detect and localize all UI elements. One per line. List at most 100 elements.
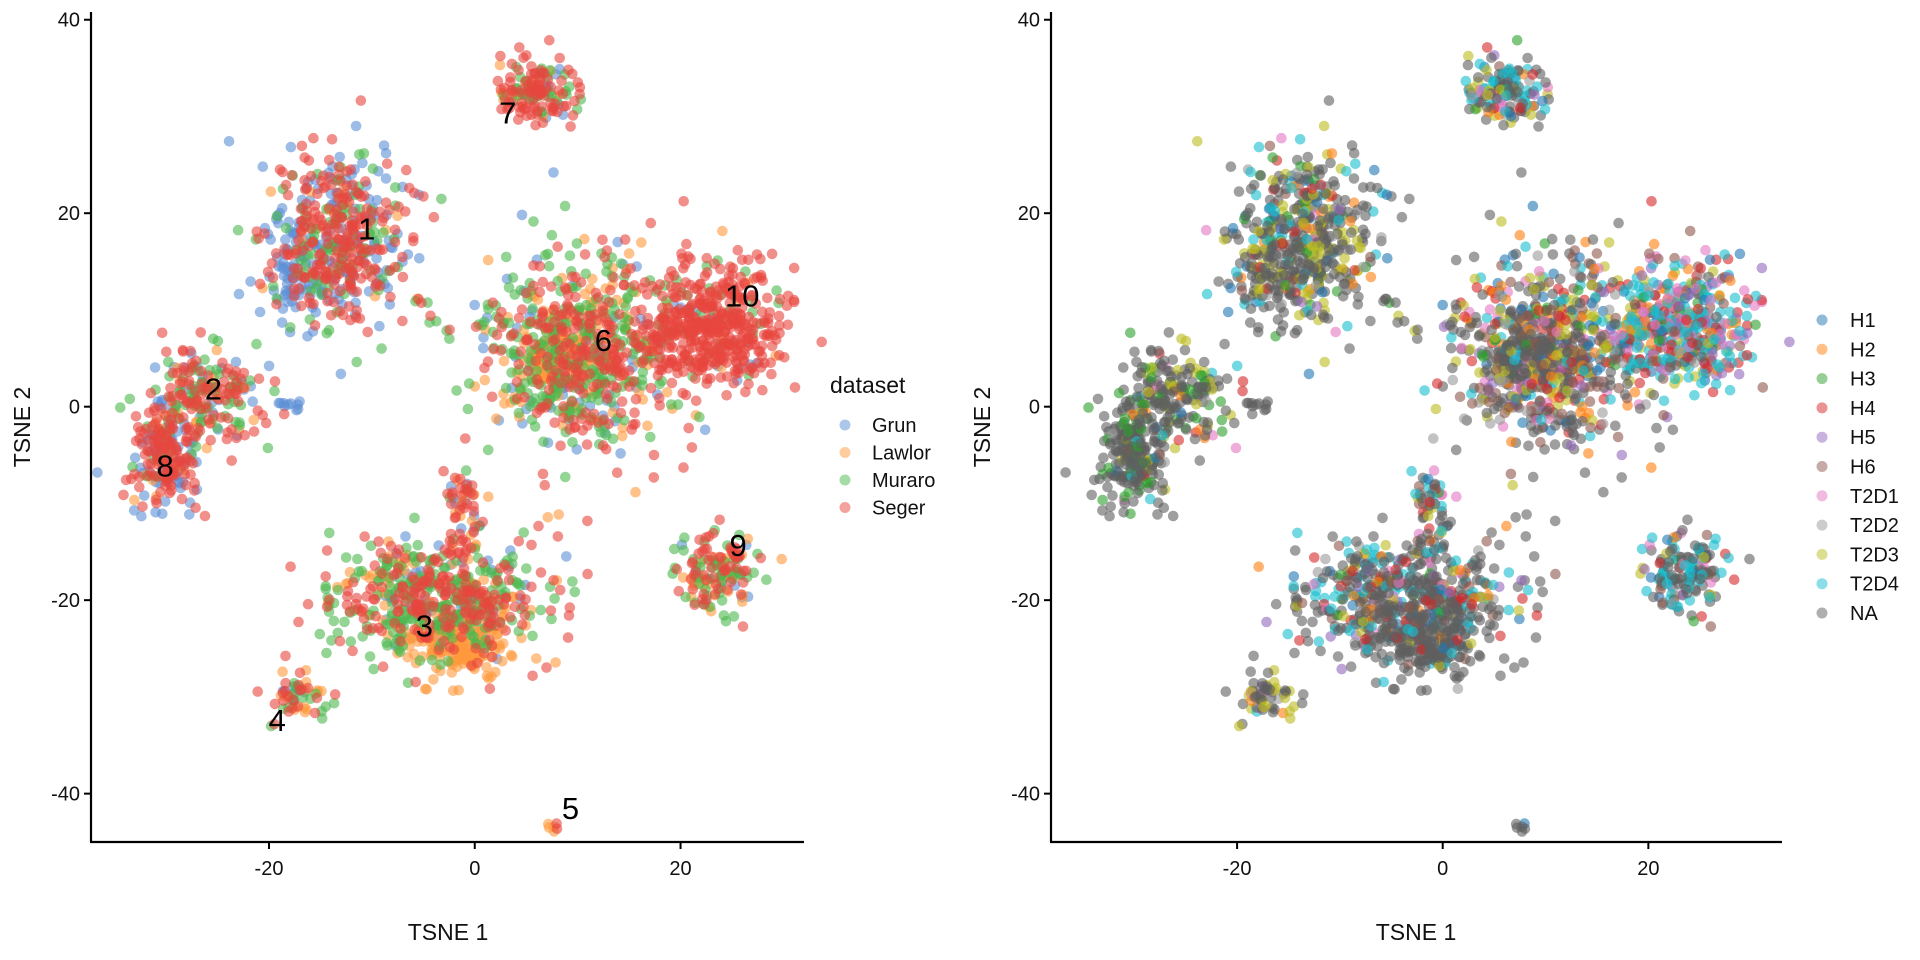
point-seger [415, 587, 427, 599]
point-seger [619, 234, 631, 245]
point-seger [410, 676, 422, 688]
point-seger [359, 531, 371, 542]
point-seger [432, 556, 444, 568]
point-muraro [412, 539, 424, 551]
point-na [1511, 260, 1523, 272]
point-muraro [345, 636, 357, 647]
point-grun [245, 276, 256, 287]
point-lawlor [642, 420, 653, 432]
point-muraro [581, 299, 592, 311]
point-na [1484, 209, 1496, 221]
point-t2d2 [1458, 413, 1470, 425]
point-seger [347, 645, 358, 657]
point-seger [222, 413, 234, 424]
point-lawlor [636, 237, 647, 248]
point-seger [648, 449, 660, 461]
point-muraro [115, 402, 126, 413]
point-seger [260, 417, 272, 429]
point-seger [337, 309, 349, 321]
point-seger [686, 442, 698, 453]
point-seger [294, 667, 306, 679]
point-seger [789, 382, 801, 393]
point-muraro [571, 238, 583, 249]
point-t2d3 [1142, 386, 1154, 398]
point-muraro [328, 615, 340, 627]
point-muraro [364, 651, 376, 662]
point-seger [408, 232, 419, 243]
point-seger [359, 258, 370, 269]
point-seger [518, 52, 529, 63]
point-seger [514, 42, 525, 53]
point-seger [611, 467, 623, 479]
point-seger [308, 132, 319, 144]
x-tick-label: 0 [469, 858, 480, 880]
point-seger [482, 621, 494, 633]
point-na [1598, 486, 1609, 498]
point-seger [498, 599, 510, 610]
point-na [1245, 666, 1256, 677]
point-seger [369, 560, 381, 571]
point-lawlor [479, 374, 491, 386]
point-seger [393, 201, 405, 212]
point-seger [712, 326, 724, 338]
point-seger [743, 378, 754, 390]
point-h4 [1173, 434, 1185, 446]
point-seger [183, 375, 195, 387]
point-muraro [199, 354, 210, 366]
point-muraro [358, 148, 370, 159]
point-muraro [500, 382, 512, 394]
point-na [1129, 346, 1140, 358]
point-muraro [409, 512, 420, 524]
point-seger [479, 362, 490, 374]
point-muraro [390, 182, 401, 193]
point-grun [230, 356, 242, 368]
point-seger [678, 196, 689, 207]
point-grun [469, 299, 481, 311]
point-seger [636, 304, 647, 316]
point-muraro [232, 224, 244, 236]
point-seger [138, 428, 150, 439]
point-seger [154, 426, 166, 437]
point-h5 [1616, 449, 1628, 461]
point-seger [377, 216, 388, 227]
point-na [1547, 249, 1559, 260]
point-seger [433, 644, 445, 656]
point-lawlor [661, 387, 673, 398]
point-seger [663, 342, 675, 354]
point-seger [719, 337, 730, 349]
cluster-label-6: 6 [595, 323, 612, 358]
point-seger [309, 320, 321, 331]
legend-swatch [839, 419, 851, 431]
point-seger [455, 473, 466, 485]
cluster-label-7: 7 [499, 96, 516, 131]
point-muraro [535, 604, 547, 616]
point-seger [714, 514, 725, 526]
point-seger [321, 601, 333, 613]
points-layer [92, 35, 827, 837]
point-lawlor [491, 413, 502, 425]
point-muraro [507, 272, 519, 284]
point-t2d4 [1658, 395, 1670, 407]
point-h3 [1511, 35, 1523, 46]
point-t2d4 [1292, 527, 1303, 539]
point-grun [414, 252, 425, 264]
point-grun [223, 136, 235, 147]
point-seger [269, 376, 281, 387]
point-muraro [367, 163, 379, 174]
point-muraro [368, 663, 380, 675]
point-seger [142, 445, 153, 457]
point-na [1098, 452, 1109, 464]
point-seger [603, 418, 614, 430]
point-h1 [1437, 299, 1448, 311]
point-seger [567, 396, 578, 408]
cluster-label-9: 9 [730, 528, 747, 563]
cluster-label-2: 2 [205, 371, 222, 406]
point-muraro [567, 437, 578, 448]
point-grun [478, 342, 489, 354]
point-na [1225, 161, 1237, 172]
point-seger [248, 426, 260, 437]
point-lawlor [498, 355, 510, 367]
point-seger [673, 585, 685, 597]
point-seger [461, 544, 472, 555]
